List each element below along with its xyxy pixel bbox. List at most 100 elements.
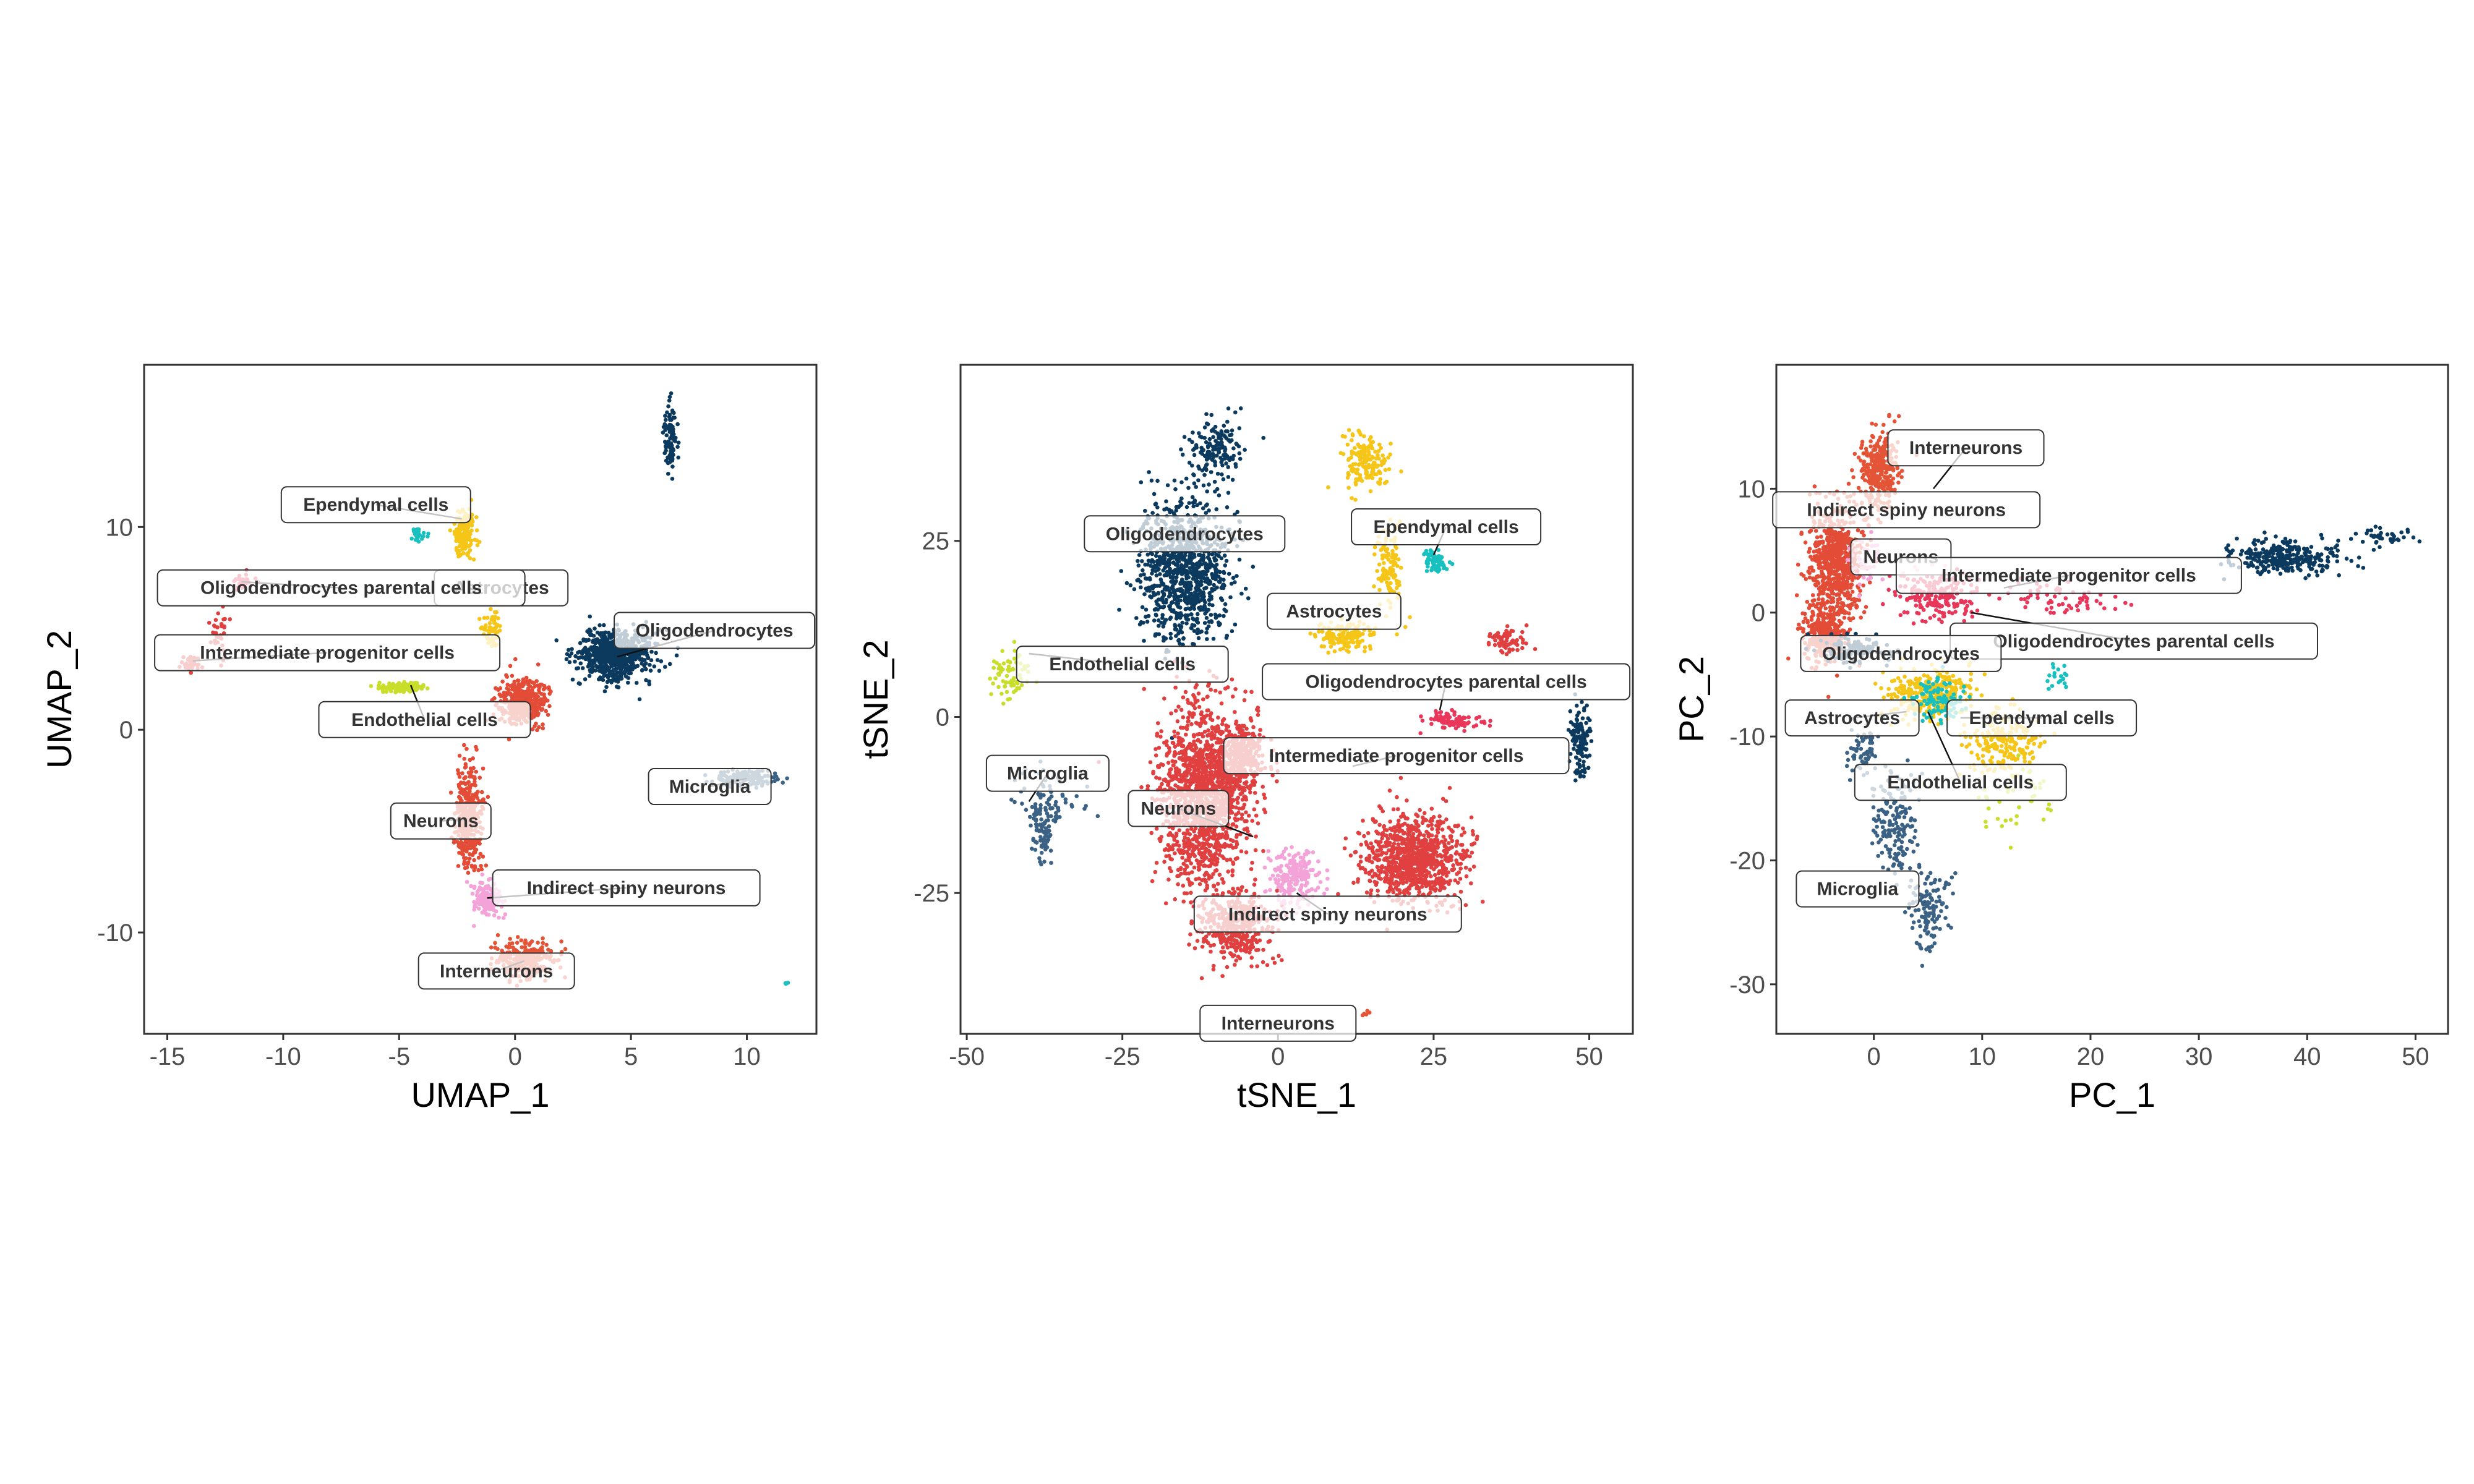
- data-point: [540, 707, 545, 711]
- data-point: [473, 783, 477, 788]
- data-point: [577, 649, 582, 654]
- data-point: [425, 686, 430, 691]
- data-point: [1176, 559, 1181, 564]
- data-point: [599, 670, 604, 674]
- data-point: [1361, 443, 1366, 448]
- data-point: [588, 659, 593, 663]
- data-point: [1204, 503, 1209, 508]
- data-point: [1462, 723, 1467, 728]
- data-point: [1235, 574, 1239, 578]
- data-point: [1386, 584, 1390, 588]
- data-point: [1226, 869, 1230, 874]
- data-point: [1161, 625, 1166, 629]
- data-point: [1356, 630, 1361, 635]
- data-point: [1218, 569, 1222, 574]
- data-point: [211, 630, 215, 635]
- data-point: [1201, 607, 1205, 612]
- data-point: [1160, 613, 1165, 617]
- data-point: [468, 774, 472, 779]
- data-point: [462, 792, 466, 796]
- data-point: [1162, 556, 1167, 560]
- data-point: [584, 656, 589, 660]
- data-point: [462, 743, 466, 748]
- data-point: [1224, 558, 1229, 563]
- data-point: [1346, 457, 1351, 461]
- data-point: [1491, 635, 1496, 639]
- data-point: [484, 900, 489, 905]
- data-point: [649, 658, 654, 662]
- data-point: [1346, 485, 1351, 490]
- data-point: [1221, 453, 1226, 458]
- data-point: [547, 704, 552, 709]
- data-point: [1533, 647, 1538, 651]
- data-point: [666, 404, 670, 409]
- data-point: [635, 681, 639, 685]
- data-point: [1192, 594, 1197, 599]
- data-point: [481, 766, 486, 771]
- data-point: [614, 673, 618, 678]
- cluster-label: Interneurons: [440, 961, 553, 981]
- data-point: [1176, 594, 1181, 599]
- data-point: [1158, 597, 1163, 602]
- data-point: [1217, 493, 1222, 498]
- data-point: [1189, 598, 1194, 602]
- data-point: [1173, 487, 1178, 492]
- data-point: [516, 678, 521, 683]
- data-point: [1584, 720, 1588, 725]
- data-point: [1581, 764, 1586, 768]
- data-point: [773, 771, 777, 776]
- data-point: [1217, 446, 1222, 451]
- data-point: [659, 659, 664, 663]
- data-point: [413, 681, 418, 685]
- data-point: [1183, 569, 1187, 574]
- data-point: [1332, 649, 1337, 654]
- data-point: [1584, 747, 1589, 751]
- data-point: [1198, 553, 1203, 558]
- data-point: [497, 915, 501, 920]
- data-point: [1228, 595, 1233, 600]
- data-point: [1387, 467, 1392, 472]
- data-point: [1198, 501, 1202, 506]
- data-point: [1168, 603, 1172, 608]
- data-point: [452, 840, 456, 845]
- data-point: [462, 530, 466, 535]
- data-point: [534, 722, 538, 726]
- data-point: [1209, 470, 1213, 474]
- data-point: [414, 531, 419, 535]
- data-point: [537, 690, 542, 695]
- data-point: [1168, 591, 1172, 595]
- data-point: [1201, 483, 1206, 488]
- data-point: [484, 628, 488, 632]
- data-point: [1149, 479, 1154, 483]
- data-point: [513, 657, 518, 662]
- data-point: [564, 657, 569, 662]
- data-point: [463, 775, 468, 780]
- data-point: [544, 709, 548, 714]
- data-point: [1424, 548, 1429, 553]
- data-point: [1171, 610, 1176, 614]
- data-point: [1228, 837, 1233, 842]
- data-point: [1196, 478, 1201, 483]
- data-point: [610, 657, 614, 662]
- data-point: [1152, 618, 1157, 623]
- data-point: [454, 546, 459, 550]
- data-point: [1442, 716, 1447, 721]
- data-point: [531, 686, 535, 690]
- data-point: [1197, 431, 1201, 435]
- data-point: [598, 675, 602, 680]
- data-point: [483, 885, 487, 890]
- data-point: [669, 456, 674, 461]
- data-point: [479, 626, 483, 631]
- data-point: [1515, 638, 1519, 642]
- data-point: [1403, 625, 1408, 629]
- data-point: [666, 471, 670, 476]
- data-point: [471, 845, 476, 850]
- data-point: [515, 935, 520, 939]
- data-point: [547, 687, 551, 691]
- data-point: [523, 945, 528, 949]
- data-point: [1363, 645, 1368, 649]
- data-point: [1171, 763, 1176, 767]
- data-point: [1215, 471, 1220, 476]
- data-point: [1218, 577, 1223, 581]
- data-point: [1487, 723, 1492, 728]
